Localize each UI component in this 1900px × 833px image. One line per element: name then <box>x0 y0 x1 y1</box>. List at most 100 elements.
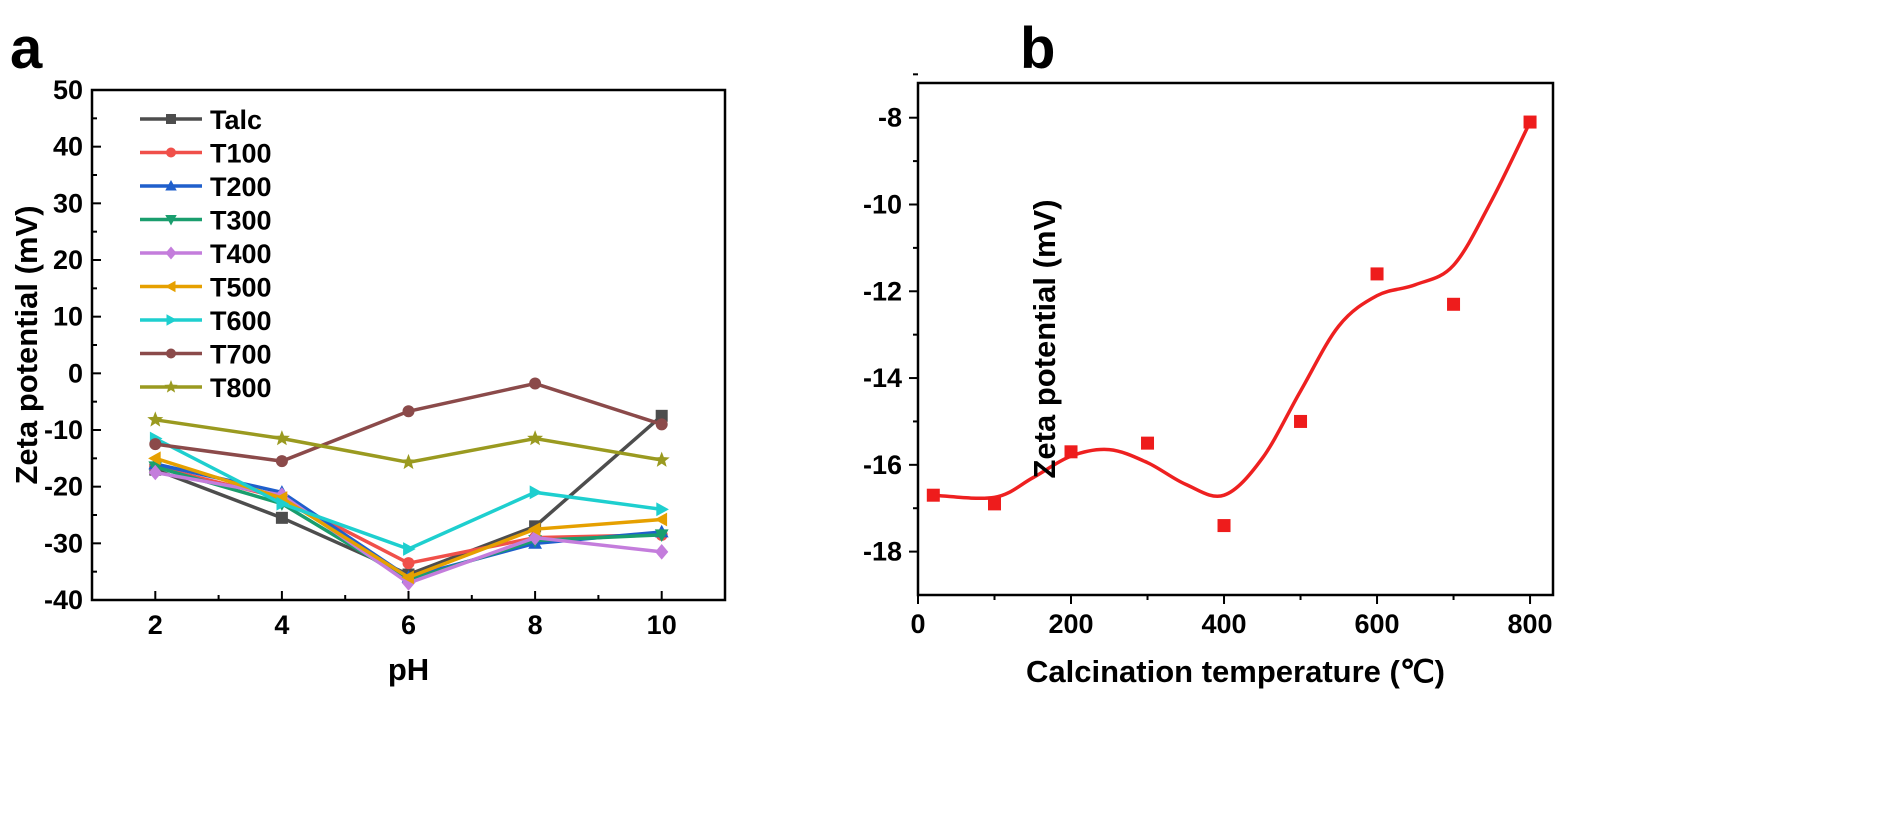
legend-marker <box>165 280 176 293</box>
data-point <box>400 453 417 470</box>
plot-frame <box>90 88 727 602</box>
legend-label: T100 <box>210 139 272 169</box>
y-tick-label: -18 <box>863 537 902 567</box>
data-point <box>275 455 288 468</box>
data-point <box>1447 297 1461 311</box>
legend-marker <box>166 348 176 359</box>
legend-marker <box>165 215 177 226</box>
chart-a-zeta-vs-ph: 2 4 6 8 10 -40 -30 -20 -10 0 10 20 30 40 50 Talc T100T20… <box>9 75 727 687</box>
chart-b-zeta-vs-temperature: 0 200 400 600 800 -18 -16 -14 -12 -10 -8 Calcinatio… <box>863 73 1555 689</box>
legend-item-t500: T500 <box>140 273 272 303</box>
x-tick-label: 6 <box>401 610 416 640</box>
legend-label: Talc <box>210 105 262 135</box>
x-tick-label: 400 <box>1201 609 1246 639</box>
panel-label-a: a <box>10 16 43 81</box>
x-tick-label: 8 <box>528 610 543 640</box>
data-point <box>401 575 416 591</box>
data-point <box>276 496 290 511</box>
legend-item-t100: T100 <box>140 139 272 169</box>
legend-label: T500 <box>210 273 272 303</box>
data-point <box>529 377 542 390</box>
y-tick-label: 0 <box>68 358 83 388</box>
y-tick-label: -10 <box>863 189 902 219</box>
y-tick-label: 20 <box>53 245 83 275</box>
legend-item-talc: Talc <box>140 105 262 135</box>
y-tick-label: -10 <box>44 415 83 445</box>
panel-label-b: b <box>1020 16 1055 81</box>
data-point <box>148 451 161 466</box>
x-axis-title: Calcination temperature (℃) <box>1026 654 1445 689</box>
x-tick-label: 200 <box>1048 609 1093 639</box>
data-point <box>653 451 670 467</box>
data-point <box>273 430 290 446</box>
data-point <box>149 438 162 451</box>
legend-label: T600 <box>210 306 272 336</box>
legend-label: T800 <box>210 373 272 403</box>
y-tick-label: -30 <box>44 528 83 558</box>
x-axis-title: pH <box>388 652 429 687</box>
series-t800 <box>147 411 670 470</box>
series-t700 <box>149 377 668 468</box>
legend-label: T300 <box>210 206 272 236</box>
data-point <box>1294 414 1308 428</box>
data-point <box>401 570 414 585</box>
legend-marker <box>166 114 176 124</box>
data-point <box>147 411 164 427</box>
data-point <box>1523 115 1537 129</box>
data-point <box>655 544 669 560</box>
series-t500 <box>148 451 668 585</box>
plot-frame <box>916 81 1555 597</box>
data-point <box>988 497 1002 511</box>
y-tick-label: 50 <box>53 75 83 105</box>
data-point <box>529 485 543 500</box>
data-point <box>1217 519 1231 533</box>
legend-marker <box>164 380 178 393</box>
data-point <box>656 502 669 517</box>
fit-curve <box>933 121 1532 501</box>
legend-marker <box>166 314 177 326</box>
legend-marker <box>165 246 177 260</box>
data-point <box>654 512 668 527</box>
data-point <box>1141 436 1155 450</box>
x-tick-label: 0 <box>910 609 925 639</box>
data-point <box>402 405 415 418</box>
x-tick-label: 600 <box>1355 609 1400 639</box>
data-point <box>275 511 288 524</box>
legend-label: T700 <box>210 340 272 370</box>
data-point <box>655 409 668 422</box>
data-point <box>527 522 541 537</box>
legend-item-t400: T400 <box>140 239 272 269</box>
legend-label: T200 <box>210 172 272 202</box>
y-tick-label: -40 <box>44 585 83 615</box>
y-tick-label: -12 <box>863 276 902 306</box>
data-point <box>1064 445 1078 459</box>
y-axis-title: Zeta potential (mV) <box>9 205 44 484</box>
y-tick-label: -14 <box>863 363 902 393</box>
legend-item-t200: T200 <box>140 172 272 202</box>
data-point <box>528 529 542 546</box>
x-tick-label: 800 <box>1508 609 1553 639</box>
x-tick-label: 4 <box>274 610 289 640</box>
legend-marker <box>166 147 176 158</box>
legend-label: T400 <box>210 239 272 269</box>
y-tick-label: 10 <box>53 302 83 332</box>
y-tick-label: -8 <box>878 103 902 133</box>
data-point <box>654 529 669 543</box>
y-tick-label: -20 <box>44 472 83 502</box>
data-point <box>403 542 416 556</box>
data-point <box>402 557 415 570</box>
x-tick-label: 2 <box>148 610 163 640</box>
legend-item-t300: T300 <box>140 206 272 236</box>
data-point <box>655 418 668 431</box>
y-tick-label: -16 <box>863 450 902 480</box>
data-point <box>1370 267 1384 281</box>
y-tick-label: 30 <box>53 188 83 218</box>
data-point <box>926 488 940 502</box>
legend-marker <box>165 180 177 191</box>
x-tick-label: 10 <box>647 610 677 640</box>
legend-item-t700: T700 <box>140 340 272 370</box>
data-point <box>148 464 162 481</box>
legend-item-t800: T800 <box>140 373 272 403</box>
y-axis-title: Zeta potential (mV) <box>1027 199 1062 478</box>
